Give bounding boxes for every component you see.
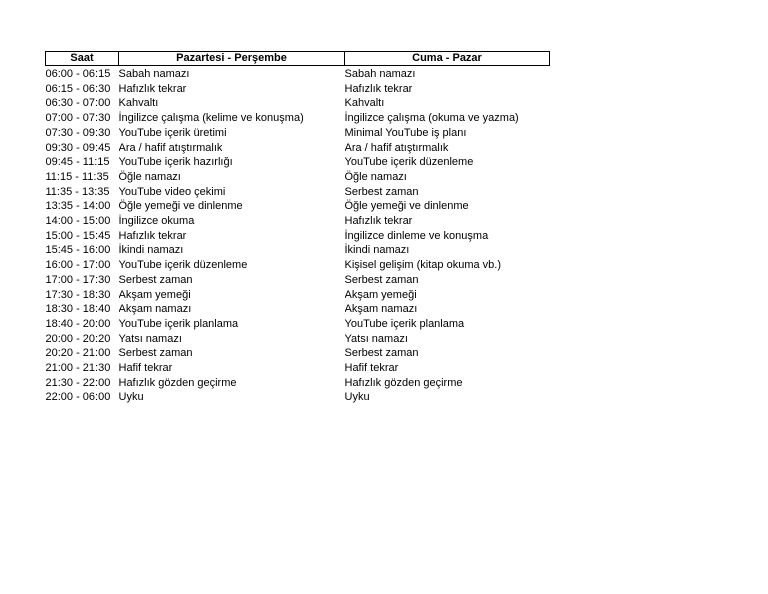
schedule-cell-weekend: Hafızlık tekrar [344,82,413,95]
schedule-cell-weekend: Hafif tekrar [344,362,399,375]
schedule-cell-weekday: YouTube içerik üretimi [118,126,227,139]
schedule-cell-weekday: Hafif tekrar [118,362,173,375]
table-row: 17:30 - 18:30 Akşam yemeği Akşam yemeği [46,288,550,303]
table-row: 20:20 - 21:00 Serbest zaman Serbest zaman [46,346,550,361]
header-pazartesi-persembe: Pazartesi - Perşembe [118,51,345,66]
schedule-cell-weekend: Sabah namazı [344,68,416,80]
schedule-table: Saat Pazartesi - Perşembe Cuma - Pazar 0… [45,51,550,405]
schedule-cell-weekday: Sabah namazı [118,68,190,80]
table-row: 15:00 - 15:45 Hafızlık tekrar İngilizce di… [46,229,550,244]
table-row: 15:45 - 16:00 İkindi namazı İkindi namazı [46,243,550,258]
header-row: Saat Pazartesi - Perşembe Cuma - Pazar [45,51,550,66]
schedule-cell-weekend: Ara / hafif atıştırmalık [344,141,449,154]
table-row: 14:00 - 15:00 İngilizce okuma Hafızlık tek… [46,214,550,229]
schedule-cell-time: 14:00 - 15:00 [45,215,111,228]
schedule-cell-weekend: İngilizce çalışma (okuma ve yazma) [344,112,519,125]
schedule-cell-time: 21:30 - 22:00 [45,376,111,389]
schedule-cell-weekday: Öğle yemeği ve dinlenme [118,200,243,213]
schedule-cell-time: 22:00 - 06:00 [45,391,111,404]
schedule-cell-weekday: İkindi namazı [118,244,184,257]
table-row: 18:30 - 18:40 Akşam namazı Akşam namazı [46,302,550,317]
table-row: 18:40 - 20:00 YouTube içerik planlama YouT… [46,317,550,332]
schedule-cell-weekday: İngilizce çalışma (kelime ve konuşma) [118,112,304,125]
schedule-cell-time: 09:45 - 11:15 [45,156,110,169]
schedule-cell-time: 16:00 - 17:00 [45,259,111,272]
table-row: 21:00 - 21:30 Hafif tekrar Hafif tekrar [46,361,550,376]
schedule-cell-time: 11:15 - 11:35 [45,170,109,183]
schedule-cell-weekday: Uyku [118,391,144,404]
table-row: 11:35 - 13:35 YouTube video çekimi Serbest… [46,185,550,200]
schedule-cell-time: 13:35 - 14:00 [45,200,111,213]
schedule-cell-weekend: Hafızlık tekrar [344,215,413,228]
table-row: 16:00 - 17:00 YouTube içerik düzenleme Kiş… [46,258,550,273]
table-row: 13:35 - 14:00 Öğle yemeği ve dinlenme Öğle… [46,199,550,214]
schedule-cell-weekend: Akşam namazı [344,303,418,316]
header-cuma-pazar: Cuma - Pazar [344,51,550,66]
table-row: 17:00 - 17:30 Serbest zaman Serbest zaman [46,273,550,288]
schedule-cell-weekday: Hafızlık gözden geçirme [118,376,237,389]
table-row: 06:15 - 06:30 Hafızlık tekrar Hafızlık tek… [46,82,550,97]
table-row: 06:00 - 06:15 Sabah namazı Sabah namazı [46,66,550,82]
schedule-cell-weekday: Öğle namazı [118,170,181,183]
schedule-cell-weekend: Öğle namazı [344,170,407,183]
schedule-cell-time: 06:15 - 06:30 [45,82,111,95]
table-row: 11:15 - 11:35 Öğle namazı Öğle namazı [46,170,550,185]
schedule-cell-weekday: Ara / hafif atıştırmalık [118,141,223,154]
table-row: 07:30 - 09:30 YouTube içerik üretimi Minim… [46,126,550,141]
schedule-cell-weekend: Minimal YouTube iş planı [344,126,467,139]
schedule-cell-time: 17:30 - 18:30 [45,288,111,301]
schedule-cell-weekend: Öğle yemeği ve dinlenme [344,200,469,213]
schedule-cell-time: 15:00 - 15:45 [45,229,111,242]
schedule-cell-weekend: Serbest zaman [344,185,419,198]
schedule-cell-weekend: Hafızlık gözden geçirme [344,376,463,389]
table-row: 21:30 - 22:00 Hafızlık gözden geçirme Hafı… [46,376,550,391]
schedule-cell-weekday: YouTube içerik düzenleme [118,259,248,272]
schedule-cell-time: 09:30 - 09:45 [45,141,111,154]
schedule-cell-weekday: Akşam namazı [118,303,192,316]
header-saat: Saat [45,51,119,66]
schedule-cell-time: 20:20 - 21:00 [45,347,111,360]
table-row: 06:30 - 07:00 Kahvaltı Kahvaltı [46,96,550,111]
schedule-cell-weekday: Serbest zaman [118,273,193,286]
schedule-cell-weekday: YouTube içerik planlama [118,317,239,330]
table-row: 09:45 - 11:15 YouTube içerik hazırlığı You… [46,155,550,170]
schedule-cell-weekend: Serbest zaman [344,273,419,286]
schedule-cell-time: 17:00 - 17:30 [45,273,111,286]
schedule-cell-time: 18:30 - 18:40 [45,303,111,316]
schedule-cell-time: 18:40 - 20:00 [45,317,111,330]
schedule-cell-weekend: Kişisel gelişim (kitap okuma vb.) [344,259,502,272]
schedule-cell-time: 15:45 - 16:00 [45,244,111,257]
table-row: 09:30 - 09:45 Ara / hafif atıştırmalık Ara… [46,141,550,156]
schedule-cell-weekend: Uyku [344,391,370,404]
table-row: 07:00 - 07:30 İngilizce çalışma (kelime v… [46,111,550,126]
schedule-cell-weekend: İkindi namazı [344,244,410,257]
schedule-cell-time: 21:00 - 21:30 [45,362,111,375]
schedule-cell-weekday: Yatsı namazı [118,332,182,345]
schedule-cell-weekday: Serbest zaman [118,347,193,360]
schedule-cell-weekday: İngilizce okuma [118,215,195,228]
schedule-cell-time: 07:00 - 07:30 [45,112,111,125]
schedule-cell-weekday: YouTube içerik hazırlığı [118,156,233,169]
schedule-cell-weekday: Hafızlık tekrar [118,82,187,95]
schedule-cell-weekend: Kahvaltı [344,97,385,110]
schedule-cell-weekend: Akşam yemeği [344,288,417,301]
schedule-cell-weekend: YouTube içerik planlama [344,317,465,330]
table-row: 22:00 - 06:00 Uyku Uyku [46,390,550,405]
schedule-cell-weekend: İngilizce dinleme ve konuşma [344,229,489,242]
table-row: 20:00 - 20:20 Yatsı namazı Yatsı namazı [46,332,550,347]
schedule-cell-weekend: Serbest zaman [344,347,419,360]
schedule-cell-weekday: YouTube video çekimi [118,185,226,198]
schedule-body: 06:00 - 06:15 Sabah namazı Sabah namazı 06:… [46,66,550,406]
schedule-cell-time: 11:35 - 13:35 [45,185,110,198]
schedule-cell-time: 20:00 - 20:20 [45,332,111,345]
schedule-cell-time: 06:00 - 06:15 [45,68,111,80]
schedule-cell-weekday: Kahvaltı [118,97,159,110]
schedule-cell-weekend: YouTube içerik düzenleme [344,156,474,169]
schedule-cell-weekday: Hafızlık tekrar [118,229,187,242]
schedule-cell-time: 07:30 - 09:30 [45,126,111,139]
schedule-cell-weekday: Akşam yemeği [118,288,191,301]
schedule-cell-time: 06:30 - 07:00 [45,97,111,110]
schedule-cell-weekend: Yatsı namazı [344,332,408,345]
